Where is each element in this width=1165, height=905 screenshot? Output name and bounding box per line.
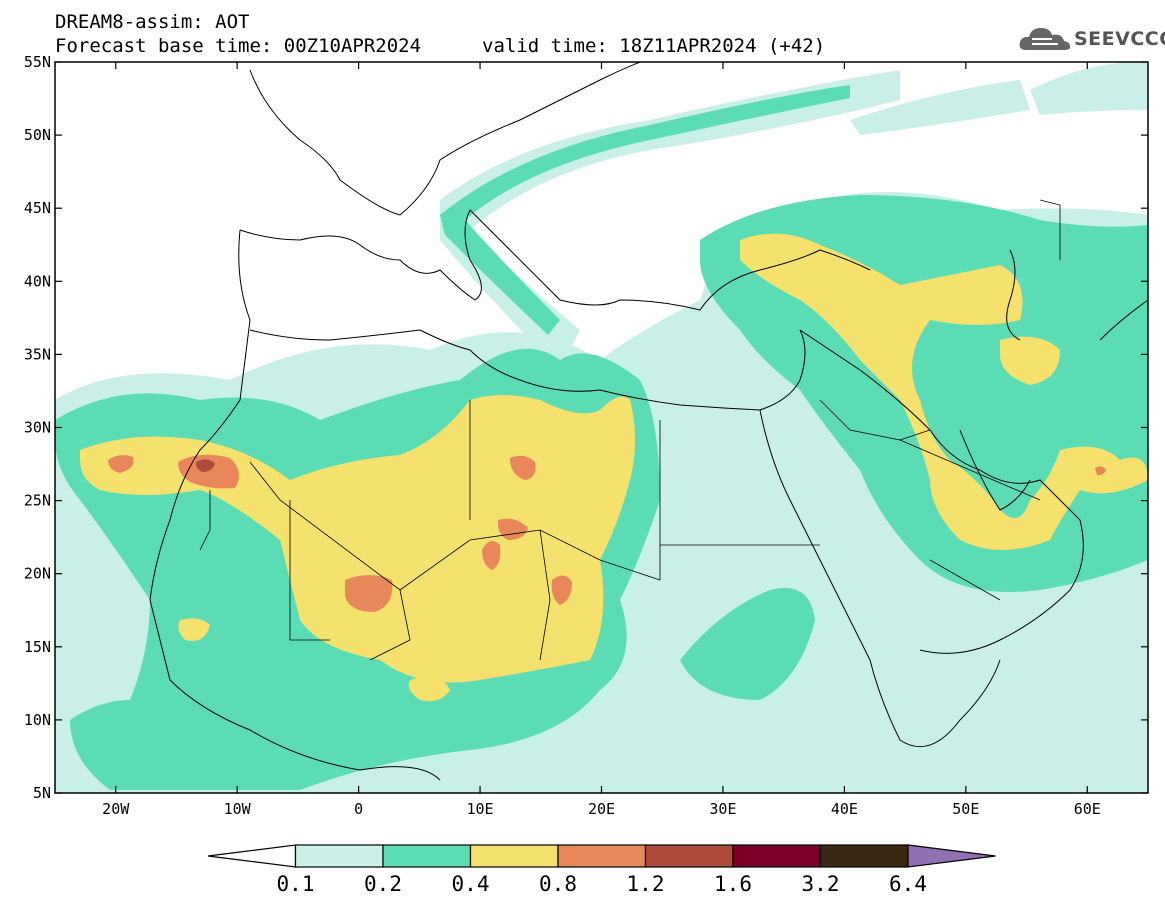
colorbar-segment — [819, 844, 909, 868]
coastlines — [149, 62, 1148, 781]
colorbar-segment — [644, 844, 734, 868]
colorbar-label: 1.2 — [627, 872, 665, 896]
x-tick-label: 10W — [224, 800, 252, 818]
y-axis: 5N 10N 15N 20N 25N 30N 35N 40N 45N 50N 55N — [24, 53, 1148, 802]
logo-text: SEEVCCC — [1074, 28, 1165, 50]
colorbar-high-arrow — [907, 844, 996, 868]
forecast-base-time: Forecast base time: 00Z10APR2024 — [55, 35, 422, 57]
seevccc-logo: SEEVCCC — [1018, 22, 1165, 56]
colorbar-label: 0.1 — [277, 872, 315, 896]
x-tick-label: 20W — [102, 800, 130, 818]
colorbar-label: 1.6 — [714, 872, 752, 896]
colorbar-segment — [469, 844, 559, 868]
colorbar-segment — [382, 844, 472, 868]
x-tick-label: 0 — [354, 800, 363, 818]
x-axis: 20W 10W 0 10E 20E 30E 40E 50E 60E — [102, 62, 1101, 818]
colorbar-label: 0.8 — [539, 872, 577, 896]
y-tick-label: 5N — [33, 784, 51, 802]
y-tick-label: 25N — [24, 492, 51, 510]
y-tick-label: 55N — [24, 53, 51, 71]
x-tick-label: 40E — [831, 800, 858, 818]
x-tick-label: 20E — [588, 800, 615, 818]
y-tick-label: 45N — [24, 199, 51, 217]
map-title: DREAM8-assim: AOT — [55, 11, 250, 33]
y-tick-label: 40N — [24, 272, 51, 290]
colorbar-segment — [732, 844, 822, 868]
colorbar-low-arrow — [207, 844, 297, 868]
colorbar-label: 0.4 — [452, 872, 490, 896]
y-tick-label: 10N — [24, 711, 51, 729]
y-tick-label: 30N — [24, 419, 51, 437]
valid-time: valid time: 18Z11APR2024 (+42) — [482, 35, 826, 57]
cloud-icon — [1019, 28, 1071, 50]
x-tick-label: 30E — [709, 800, 736, 818]
colorbar-segment — [557, 844, 647, 868]
x-tick-label: 50E — [952, 800, 979, 818]
colorbar-label: 6.4 — [889, 872, 927, 896]
aot-field — [55, 62, 1148, 793]
colorbar-segment — [294, 844, 384, 868]
y-tick-label: 35N — [24, 345, 51, 363]
y-tick-label: 50N — [24, 126, 51, 144]
colorbar-label: 3.2 — [802, 872, 840, 896]
y-tick-label: 15N — [24, 638, 51, 656]
y-tick-label: 20N — [24, 565, 51, 583]
colorbar-label: 0.2 — [364, 872, 402, 896]
x-tick-label: 10E — [467, 800, 494, 818]
country-borders — [199, 199, 1061, 661]
x-tick-label: 60E — [1074, 800, 1101, 818]
colorbar: 0.1 0.2 0.4 0.8 1.2 1.6 3.2 6.4 — [207, 844, 996, 896]
